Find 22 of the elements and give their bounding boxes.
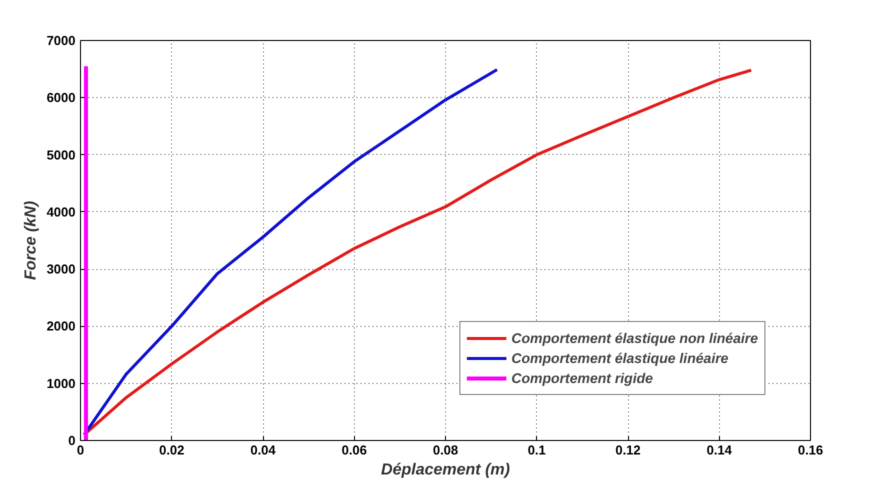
x-tick-label: 0.16 (798, 442, 824, 458)
x-tick-label: 0.02 (159, 442, 184, 458)
y-tick-label: 4000 (46, 204, 76, 220)
x-tick-label: 0.08 (432, 442, 458, 458)
line-series (82, 68, 499, 436)
x-tick-label: 0.04 (250, 442, 276, 458)
legend-label: Comportement élastique linéaire (511, 350, 728, 366)
y-axis-title: Force (kN) (22, 200, 40, 280)
y-tick-label: 3000 (46, 262, 76, 277)
x-tick-label: 0.1 (528, 442, 546, 458)
x-tick-label: 0.12 (615, 442, 641, 458)
y-tick-label: 1000 (46, 376, 76, 391)
legend-label: Comportement rigide (511, 370, 653, 386)
y-tick-label: 5000 (46, 147, 76, 162)
y-tick-label: 6000 (46, 90, 76, 106)
y-tick-label: 2000 (46, 318, 76, 334)
y-tick-label: 0 (68, 433, 76, 448)
legend-label: Comportement élastique non linéaire (511, 330, 758, 346)
y-tick-label: 7000 (46, 33, 76, 48)
x-tick-label: 0.06 (342, 442, 367, 458)
x-tick-label: 0.14 (706, 442, 733, 458)
x-axis-title: Déplacement (m) (381, 462, 510, 478)
